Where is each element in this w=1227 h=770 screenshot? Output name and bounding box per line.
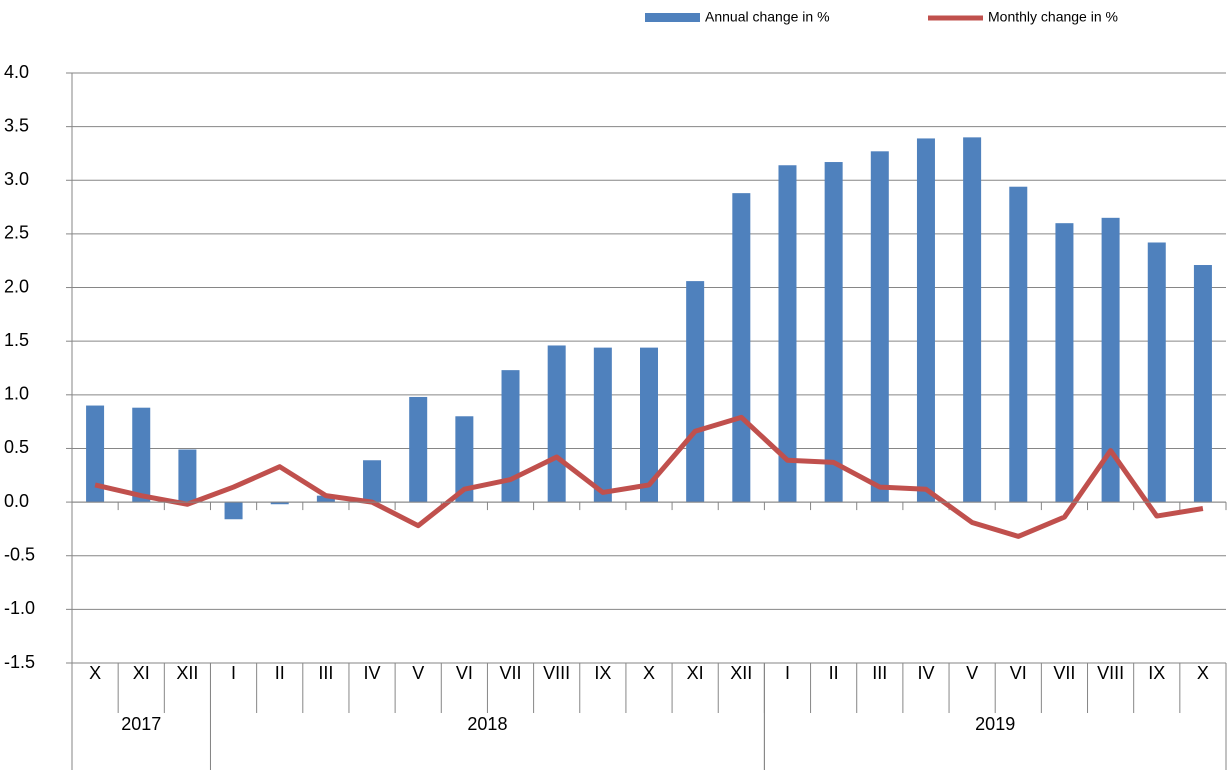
x-tick-label: XII [730,663,752,683]
y-tick-label: 1.5 [4,330,29,350]
x-tick-label: X [643,663,655,683]
x-tick-label: II [829,663,839,683]
bar [732,193,751,503]
x-tick-label: II [275,663,285,683]
y-tick-label: -1.5 [4,652,35,672]
x-group-label: 2017 [121,714,161,734]
x-tick-label: IV [917,663,934,683]
x-tick-label: XI [133,663,150,683]
x-tick-label: IX [594,663,611,683]
bar [1055,223,1074,503]
x-tick-label: IX [1148,663,1165,683]
bar [501,370,520,503]
x-tick-label: VI [456,663,473,683]
bar [640,347,658,503]
bar [547,345,566,503]
x-tick-label: V [412,663,424,683]
y-tick-label: -0.5 [4,544,35,564]
x-tick-label: VIII [543,663,570,683]
bar [363,460,382,503]
y-tick-label: 1.0 [4,384,29,404]
y-tick-label: 4.0 [4,62,29,82]
bar [1193,265,1212,503]
bar [1101,217,1120,503]
legend-swatch [645,13,700,22]
x-tick-label: VII [500,663,522,683]
bar [224,502,243,520]
x-tick-label: IV [364,663,381,683]
y-tick-label: 0.5 [4,437,29,457]
x-tick-label: X [1197,663,1209,683]
bar [455,416,474,503]
x-group-label: 2018 [467,714,507,734]
legend-label: Monthly change in % [988,9,1118,25]
y-tick-label: -1.0 [4,598,35,618]
x-tick-label: XII [176,663,198,683]
bar [870,151,889,503]
bar [178,449,197,503]
x-tick-label: III [872,663,887,683]
line [94,414,1204,539]
x-group-label: 2019 [975,714,1015,734]
bar [1009,186,1028,503]
y-tick-label: 0.0 [4,491,29,511]
bar [963,137,982,503]
y-tick-label: 2.5 [4,223,29,243]
x-tick-label: I [785,663,790,683]
bar [593,347,612,503]
y-tick-label: 3.0 [4,169,29,189]
y-tick-label: 3.5 [4,115,29,135]
y-tick-label: 2.0 [4,276,29,296]
bar [686,281,705,503]
x-tick-label: V [966,663,978,683]
x-tick-label: VIII [1097,663,1124,683]
bar [316,495,335,503]
bar [824,162,843,503]
bar [916,138,935,503]
x-tick-label: VII [1053,663,1075,683]
bar [270,502,289,505]
x-tick-label: III [318,663,333,683]
x-tick-label: X [89,663,101,683]
bar [1147,242,1166,503]
x-tick-label: XI [687,663,704,683]
bar [86,405,105,503]
x-tick-label: VI [1010,663,1027,683]
legend-label: Annual change in % [705,9,830,25]
bar [409,396,428,503]
bar [778,165,797,503]
x-tick-label: I [231,663,236,683]
bar [132,407,151,503]
